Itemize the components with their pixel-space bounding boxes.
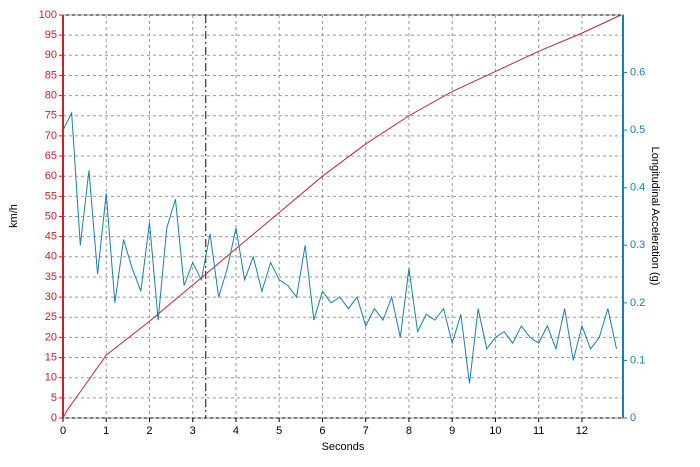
y-tick-label: 45 (45, 231, 57, 243)
y-tick-label: 100 (39, 9, 57, 21)
data-line (62, 110, 617, 384)
x-tick-label: 4 (233, 425, 239, 437)
y-tick-label: 5 (51, 392, 57, 404)
y-tick-label: 55 (45, 190, 57, 202)
x-tick-label: 1 (103, 425, 109, 437)
y-tick-label: 35 (45, 271, 57, 283)
x-axis-label: Seconds (322, 441, 365, 453)
x-tick-label: 10 (489, 425, 501, 437)
x-tick-label: 8 (406, 425, 412, 437)
y-tick-label: 30 (45, 291, 57, 303)
x-tick-label: 6 (319, 425, 325, 437)
y2-tick-label: 0.5 (630, 124, 645, 136)
x-tick-label: 11 (533, 425, 544, 437)
y-tick-label: 25 (45, 311, 57, 323)
y-tick-label: 60 (45, 170, 57, 182)
y-axis-label: km/h (8, 204, 20, 228)
x-tick-label: 9 (449, 425, 455, 437)
y-tick-label: 20 (45, 331, 57, 343)
y2-tick-label: 0.3 (630, 239, 645, 251)
x-tick-label: 12 (576, 425, 588, 437)
y-tick-label: 15 (45, 351, 57, 363)
y2-tick-label: 0.2 (630, 297, 645, 309)
x-tick-label: 7 (363, 425, 369, 437)
x-tick-label: 2 (146, 425, 152, 437)
x-tick-label: 5 (276, 425, 282, 437)
y2-tick-label: 0.6 (630, 66, 645, 78)
x-tick-label: 3 (190, 425, 196, 437)
x-tick-label: 0 (60, 425, 66, 437)
plot-area (62, 14, 624, 419)
y-tick-label: 90 (45, 49, 57, 61)
y2-tick-label: 0 (630, 412, 636, 424)
y2-tick-label: 0.1 (630, 354, 645, 366)
data-line (62, 14, 622, 419)
y-tick-label: 85 (45, 69, 57, 81)
y2-axis-label: Longitudinal Acceleration (g) (649, 147, 661, 286)
y-tick-label: 50 (45, 210, 57, 222)
y-tick-label: 65 (45, 150, 57, 162)
y-tick-label: 95 (45, 29, 57, 41)
y-tick-label: 0 (51, 412, 57, 424)
y-tick-label: 80 (45, 90, 57, 102)
y-tick-label: 75 (45, 110, 57, 122)
y2-tick-label: 0.4 (630, 182, 645, 194)
y-tick-label: 40 (45, 251, 57, 263)
y-tick-label: 70 (45, 130, 57, 142)
y-tick-label: 10 (45, 372, 57, 384)
